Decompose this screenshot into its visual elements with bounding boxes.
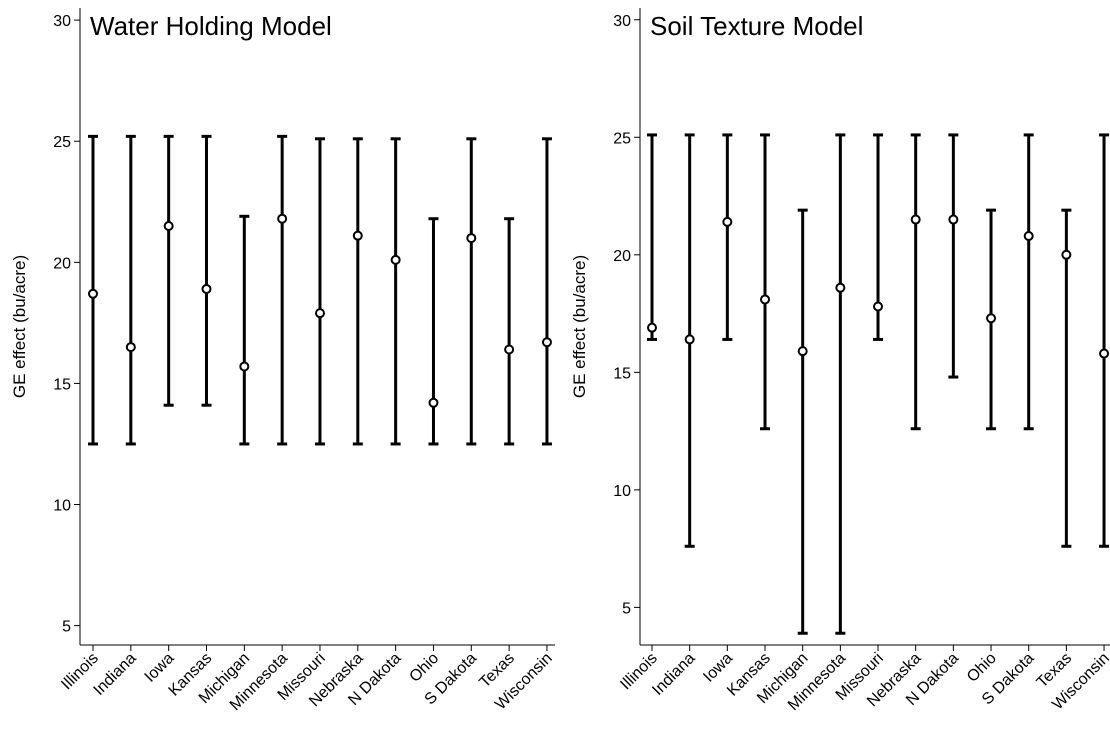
point-estimate [873,301,884,312]
point-estimate [1099,348,1110,359]
y-tick-label: 25 [53,134,71,151]
y-tick-label: 5 [62,619,71,636]
point-estimate [647,322,657,333]
x-tick-label-indiana: Indiana [91,650,140,699]
point-estimate [277,213,288,224]
point-estimate [797,346,808,357]
y-tick-label: 10 [53,498,71,515]
y-tick-label: 10 [613,483,631,500]
point-estimate [466,233,477,244]
panel-title: Soil Texture Model [650,11,863,41]
point-estimate [986,313,997,324]
point-estimate [948,214,959,225]
point-estimate [722,216,733,227]
y-tick-label: 25 [613,130,631,147]
point-estimate [1061,249,1072,260]
y-tick-label: 20 [53,255,71,272]
point-estimate [835,282,846,293]
point-estimate [352,230,363,241]
point-estimate [684,334,695,345]
point-estimate [504,344,515,355]
point-estimate [88,288,98,299]
point-estimate [1023,231,1034,242]
panel-title: Water Holding Model [90,11,332,41]
y-tick-label: 30 [53,13,71,30]
point-estimate [910,214,921,225]
y-tick-label: 30 [613,13,631,30]
y-tick-label: 15 [613,365,631,382]
y-tick-label: 20 [613,248,631,265]
y-tick-label: 5 [622,600,631,617]
point-estimate [541,337,552,348]
point-estimate [201,283,212,294]
point-estimate [239,361,250,372]
y-axis-label: GE effect (bu/acre) [10,255,29,398]
point-estimate [390,254,401,265]
point-estimate [163,220,174,231]
y-axis-label: GE effect (bu/acre) [570,255,589,398]
x-tick-label-indiana: Indiana [649,650,698,699]
point-estimate [125,342,136,353]
point-estimate [428,397,439,408]
chart-panel-2: 5 10 15 20 25 30 GE effect (bu/acre) Soil Textu… [570,8,1110,714]
point-estimate [760,294,771,305]
point-estimate [314,308,325,319]
y-tick-label: 15 [53,376,71,393]
chart-panel-1: 5 10 15 20 25 30 GE effect (bu/acre) Water Hold… [10,8,556,714]
